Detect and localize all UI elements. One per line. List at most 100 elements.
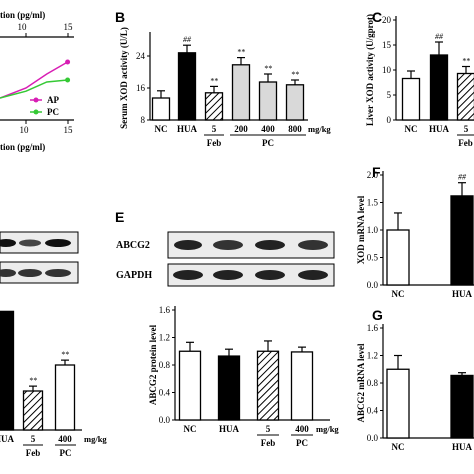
panel-d-group-label: PC <box>60 448 72 458</box>
panel-b-y-tick-label: 8 <box>141 115 146 125</box>
panel-c-significance-mark: ## <box>435 32 444 41</box>
panel-b-unit-label: mg/kg <box>308 124 331 134</box>
panel-b-category-label: 800 <box>288 124 302 134</box>
panel-b-y-axis-label: Serum XOD activity (U/L) <box>119 27 129 129</box>
panel-a-top-axis-label: tion (pg/ml) <box>0 10 45 20</box>
panel-g-category-label: NC <box>392 442 405 452</box>
panel-letter-e: E <box>115 209 124 225</box>
panel-b-group-label: PC <box>262 138 274 148</box>
panel-e-y-tick-label: 0.8 <box>159 360 171 370</box>
panel-f-y-axis-label: XOD mRNA level <box>356 195 366 264</box>
panel-b-category-label: 400 <box>261 124 275 134</box>
panel-c-category-label: HUA <box>429 124 450 134</box>
panel-f-significance-mark: ## <box>458 173 467 182</box>
panel-e-bar <box>217 355 241 421</box>
panel-b-category-label: 5 <box>212 124 217 134</box>
panel-b-category-label: HUA <box>177 124 198 134</box>
panel-e-western-blot: ABCG2 GAPDH <box>116 231 335 287</box>
panel-e-y-tick-label: 1.2 <box>159 333 170 343</box>
panel-c-y-tick-label: 0 <box>387 115 392 125</box>
panel-g-y-tick-label: 1.2 <box>367 351 378 361</box>
panel-b-bar <box>231 64 251 121</box>
panel-f-y-tick-label: 0.5 <box>367 253 379 263</box>
panel-c-y-tick-label: 20 <box>382 15 392 25</box>
panel-f-category-label: NC <box>392 289 405 299</box>
panel-b-group-label: Feb <box>207 138 222 148</box>
panel-c-y-tick-label: 10 <box>382 65 392 75</box>
blot-label-gapdh: GAPDH <box>116 270 152 281</box>
panel-g-category-label: HUA <box>452 442 473 452</box>
panel-d-category-label: 400 <box>58 434 72 444</box>
panel-d-western-blot <box>0 231 79 284</box>
legend-pc-label: PC <box>47 107 59 117</box>
panel-b-y-tick-label: 24 <box>136 51 146 61</box>
panel-a-line-chart: 10 15 10 15 tion (pg/ml) tion (pg/ml) AP… <box>0 10 74 152</box>
panel-f-bar <box>386 229 410 286</box>
panel-d-bar-chart: HUA ** 5 ** 400 Feb PC mg/kg <box>0 310 107 458</box>
panel-b-significance-mark: ** <box>210 76 218 85</box>
panel-a-x-axis-label: tion (pg/ml) <box>0 142 45 152</box>
panel-f-y-tick-label: 0.0 <box>367 280 379 290</box>
blot-label-abcg2: ABCG2 <box>116 240 150 251</box>
panel-c-bar <box>401 77 421 121</box>
panel-g-y-axis-label: ABCG2 mRNA level <box>356 343 366 422</box>
panel-e-bar <box>178 350 202 421</box>
panel-a-bottom-tick-10: 10 <box>20 125 30 135</box>
panel-c-bar-chart: 0 5 10 15 20 Liver XOD activity (U/gprot) NC ##… <box>365 14 474 148</box>
panel-e-category-label: 400 <box>295 424 309 434</box>
panel-b-category-label: NC <box>155 124 168 134</box>
panel-a-series-ap-line <box>0 61 68 99</box>
panel-d-category-label: 5 <box>31 434 36 444</box>
panel-letter-f: F <box>372 164 381 180</box>
panel-d-bar <box>54 364 76 431</box>
panel-f-bar-chart: 0.0 0.5 1.0 1.5 2.0 XOD mRNA level NC ## HUA <box>356 170 474 299</box>
panel-e-y-axis-label: ABCG2 protein level <box>148 324 158 405</box>
panel-b-bar <box>258 81 278 121</box>
panel-letter-b: B <box>115 9 125 25</box>
panel-e-bar <box>256 350 280 421</box>
panel-a-series-pc-point <box>65 77 71 83</box>
panel-e-category-label: 5 <box>266 424 271 434</box>
panel-b-significance-mark: ## <box>183 35 192 44</box>
panel-e-category-label: HUA <box>219 424 240 434</box>
panel-a-top-tick-10: 10 <box>18 22 28 32</box>
panel-g-bar <box>386 368 410 439</box>
panel-b-bar <box>285 84 305 121</box>
panel-e-category-label: NC <box>184 424 197 434</box>
panel-letter-g: G <box>372 307 383 323</box>
panel-b-bar <box>177 52 197 121</box>
panel-a-series-ap-point <box>65 59 71 65</box>
panel-b-y-tick-label: 16 <box>136 83 146 93</box>
panel-e-unit-label: mg/kg <box>316 424 339 434</box>
panel-e-group-label: PC <box>296 438 308 448</box>
panel-d-significance-mark: ** <box>29 376 37 385</box>
panel-c-category-label: NC <box>405 124 418 134</box>
panel-d-significance-mark: ** <box>61 350 69 359</box>
bar-chart-panels: 8 16 24 Serum XOD activity (U/L) NC ## HUA ** 5 *… <box>0 14 474 458</box>
panel-b-significance-mark: ** <box>264 64 272 73</box>
panel-g-y-tick-label: 1.6 <box>367 323 379 333</box>
panel-b-significance-mark: ** <box>237 48 245 57</box>
panel-c-significance-mark: ** <box>462 57 470 66</box>
panel-f-y-tick-label: 2.0 <box>367 170 379 180</box>
panel-a-series-pc-line <box>0 79 68 99</box>
panel-c-y-axis-label: Liver XOD activity (U/gprot) <box>365 14 375 126</box>
panel-c-y-tick-label: 15 <box>382 40 392 50</box>
panel-e-y-tick-label: 0.4 <box>159 388 171 398</box>
panel-letter-c: C <box>372 9 382 25</box>
panel-c-bar <box>456 72 474 121</box>
panel-g-y-tick-label: 0.8 <box>367 378 379 388</box>
panel-b-bar-chart: 8 16 24 Serum XOD activity (U/L) NC ## HUA ** 5 *… <box>119 27 331 148</box>
panel-b-significance-mark: ** <box>291 70 299 79</box>
panel-c-y-tick-label: 5 <box>387 90 392 100</box>
panel-c-bar <box>429 54 449 121</box>
panel-f-y-tick-label: 1.5 <box>367 198 379 208</box>
panel-c-group-label: Feb <box>458 138 473 148</box>
panel-f-bar <box>450 195 474 286</box>
panel-d-category-label: HUA <box>0 434 15 444</box>
panel-b-bar <box>204 92 224 121</box>
panel-g-y-tick-label: 0.0 <box>367 433 379 443</box>
panel-d-bar <box>22 390 44 431</box>
panel-e-bar <box>290 351 314 421</box>
